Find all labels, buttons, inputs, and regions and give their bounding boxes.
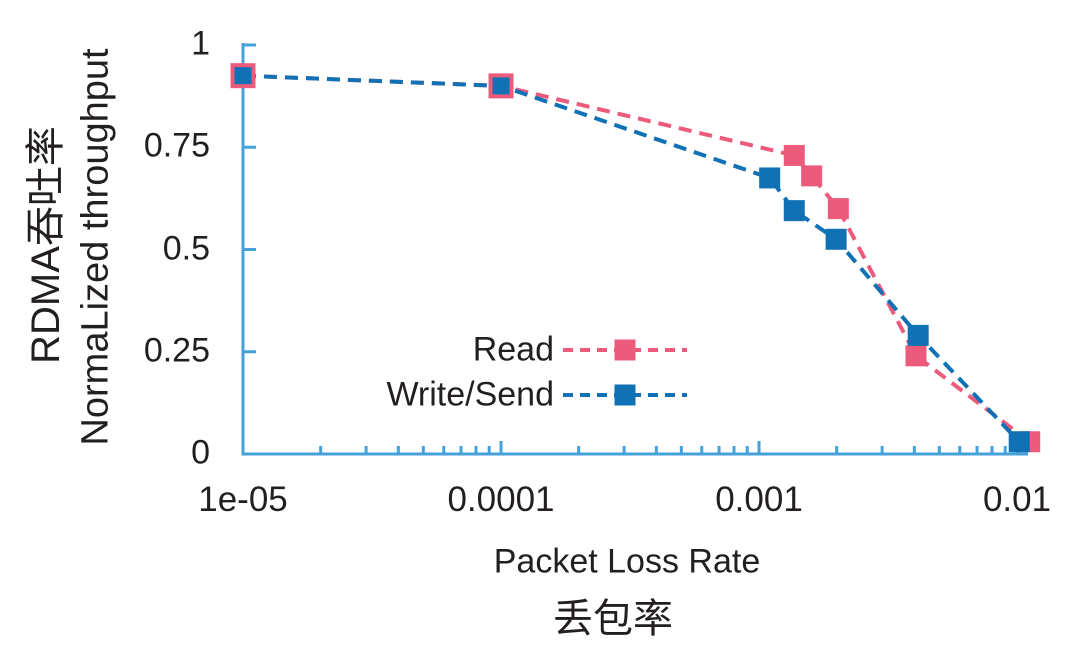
marker-write-send: [1008, 431, 1030, 453]
marker-read: [801, 165, 823, 187]
x-tick-label: 0.001: [715, 480, 803, 519]
x-axis-label-en: Packet Loss Rate: [493, 542, 761, 581]
y-axis-label-en: NormaLized throughput: [74, 48, 117, 446]
marker-write-send: [759, 167, 781, 189]
marker-write-send: [492, 77, 510, 95]
y-tick-label: 1: [191, 24, 210, 63]
marker-write-send: [783, 200, 805, 222]
x-axis-label-zh: 丢包率: [553, 597, 673, 641]
legend-marker-read: [614, 339, 636, 361]
marker-write-send: [825, 228, 847, 250]
y-tick-label: 0.5: [162, 229, 210, 268]
x-tick-label: 1e-05: [198, 480, 288, 519]
legend-marker-write-send: [614, 384, 636, 406]
legend-label-write-send: Write/Send: [386, 375, 554, 414]
marker-write-send: [907, 324, 929, 346]
y-tick-label: 0.25: [143, 331, 210, 370]
y-axis-label-zh: RDMA吞吐率: [24, 126, 68, 364]
marker-read: [905, 345, 927, 367]
x-tick-label: 0.01: [982, 480, 1052, 519]
marker-write-send: [234, 67, 252, 85]
marker-read: [783, 144, 805, 166]
x-tick-label: 0.0001: [447, 480, 555, 519]
y-tick-label: 0.75: [143, 126, 210, 165]
marker-read: [827, 198, 849, 220]
y-tick-label: 0: [191, 433, 210, 472]
legend-label-read: Read: [472, 330, 554, 369]
